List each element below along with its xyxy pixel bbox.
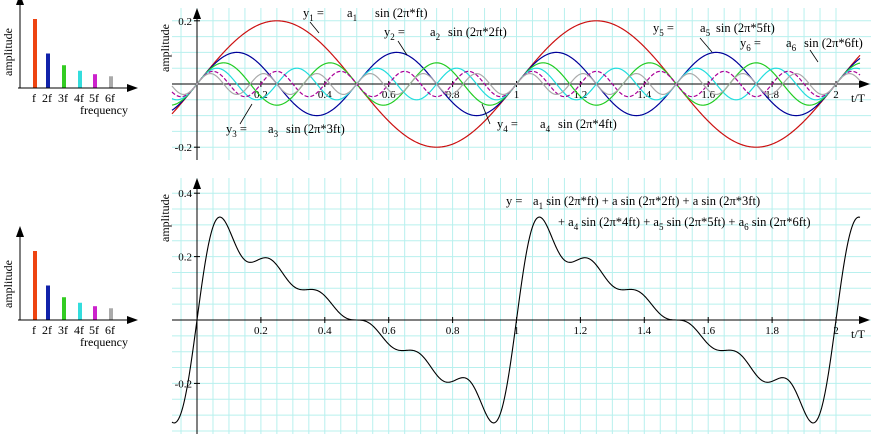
- harmonic-3-label-expr: sin (2π*3ft): [286, 122, 345, 136]
- sum-line-chart: 0.2 0.4 0.6 0.8 1 1.2 1.4 1.6 1.8 2 0.4 0.2 -0.2 t/T a…: [158, 178, 871, 434]
- spectrum-tick-6f: 6f: [105, 323, 115, 337]
- spectrum-bar-2f: [46, 285, 50, 320]
- spectrum-ylabel: amplitude: [1, 260, 15, 308]
- harmonic-6-label-a: a6: [786, 36, 797, 53]
- spectrum-x-arrow: [127, 316, 138, 324]
- top-chart-x-tick-label: 0.6: [382, 89, 396, 101]
- spectrum-bar-3f: [62, 297, 66, 320]
- top-chart-x-tick-label: 2: [833, 89, 839, 101]
- top-chart-ylabel: amplitude: [158, 24, 172, 72]
- spectrum-xlabel: frequency: [80, 103, 128, 117]
- spectrum-bar-6f: [109, 308, 113, 320]
- harmonic-1-label-y: y1 =: [303, 6, 324, 23]
- spectrum-bar-4f: [78, 302, 82, 320]
- spectrum-bar-2f: [46, 53, 50, 88]
- bottom-chart-x-tick-label: 0.6: [382, 325, 396, 337]
- top-chart-x-tick-label: 1.4: [637, 89, 651, 101]
- bottom-chart-ylabel: amplitude: [158, 194, 172, 242]
- harmonic-6-line: [171, 72, 861, 96]
- label-leader-line: [481, 103, 491, 125]
- bottom-chart-y-tick-label: -0.2: [175, 378, 192, 390]
- spectrum-tick-f: f: [32, 323, 36, 337]
- bottom-chart-y-tick-label: 0.4: [178, 188, 192, 200]
- label-leader-line: [397, 40, 408, 56]
- spectrum-tick-2f: 2f: [42, 323, 52, 337]
- harmonic-3-label-y: y3 =: [226, 122, 247, 139]
- top-chart-y-arrow: [193, 8, 201, 19]
- spectrum-tick-6f: 6f: [105, 91, 115, 105]
- harmonic-4-label-expr: sin (2π*4ft): [558, 117, 617, 131]
- spectrum-x-arrow: [127, 84, 138, 92]
- harmonic-2-label-y: y2 =: [384, 25, 405, 42]
- spectrum-tick-3f: 3f: [58, 323, 68, 337]
- spectrum-tick-4f: 4f: [74, 91, 84, 105]
- spectrum-tick-3f: 3f: [58, 91, 68, 105]
- spectrum-bar-f: [33, 19, 37, 88]
- bottom-chart-x-tick-label: 0.4: [318, 325, 332, 337]
- bottom-chart-x-tick-label: 0.8: [446, 325, 460, 337]
- harmonic-5-label-a: a5: [700, 21, 711, 38]
- sum-equation-line1: a1 sin (2π*ft) + a sin (2π*2ft) + a sin …: [533, 194, 760, 211]
- harmonic-5-label-y: y5 =: [653, 21, 674, 38]
- harmonic-6-label-expr: sin (2π*6ft): [804, 36, 863, 50]
- spectrum-tick-5f: 5f: [89, 323, 99, 337]
- bottom-chart-x-tick-label: 0.2: [254, 325, 268, 337]
- harmonic-4-label-y: y4 =: [497, 117, 518, 134]
- bottom-chart-x-arrow: [859, 316, 870, 324]
- bottom-chart-x-tick-label: 1.4: [637, 325, 651, 337]
- harmonic-6-label-y: y6 =: [740, 36, 761, 53]
- spectrum-ylabel: amplitude: [1, 28, 15, 76]
- spectrum-xlabel: frequency: [80, 335, 128, 349]
- harmonic-2-label-expr: sin (2π*2ft): [448, 25, 507, 39]
- top-chart-x-tick-label: 1.6: [701, 89, 715, 101]
- bottom-chart-x-tick-label: 2: [833, 325, 839, 337]
- harmonic-2-label-a: a2: [430, 25, 440, 42]
- harmonic-4-label-a: a4: [540, 117, 551, 134]
- spectrum-tick-4f: 4f: [74, 323, 84, 337]
- spectrum-tick-f: f: [32, 91, 36, 105]
- top-chart-y-tick-label: -0.2: [175, 142, 192, 154]
- grid: [172, 178, 871, 434]
- bottom-chart-x-tick-label: 1.8: [765, 325, 779, 337]
- bottom-chart-xlabel: t/T: [851, 327, 866, 341]
- top-chart-x-tick-label: 0.4: [318, 89, 332, 101]
- spectrum-y-arrow: [16, 226, 24, 237]
- top-chart-x-arrow: [859, 80, 870, 88]
- spectrum-tick-2f: 2f: [42, 91, 52, 105]
- bottom-chart-x-tick-label: 1: [514, 325, 520, 337]
- label-leader-line: [699, 37, 713, 53]
- label-leader-line: [809, 49, 819, 63]
- sum-equation-line2: + a4 sin (2π*4ft) + a5 sin (2π*5ft) + a6…: [558, 215, 811, 232]
- spectrum-tick-5f: 5f: [89, 91, 99, 105]
- bottom-chart-y-tick-label: 0.2: [178, 252, 192, 264]
- sum-line: [171, 216, 861, 424]
- harmonics-line-chart: 0.2 0.4 0.6 0.8 1 1.2 1.4 1.6 1.8 20.2-0.2t/Tampl…: [158, 6, 871, 160]
- sum-equation-lhs: y =: [506, 194, 522, 208]
- spectrum-bar-4f: [78, 70, 82, 88]
- harmonic-5-label-expr: sin (2π*5ft): [716, 21, 775, 35]
- top-chart-xlabel: t/T: [851, 91, 866, 105]
- bottom-chart-x-tick-label: 1.2: [574, 325, 588, 337]
- spectrum-bar-3f: [62, 65, 66, 88]
- spectrum-bar-6f: [109, 76, 113, 88]
- spectrum-bar-5f: [93, 74, 97, 88]
- spectrum-bar-5f: [93, 306, 97, 320]
- bottom-chart-x-tick-label: 1.6: [701, 325, 715, 337]
- spectrum-y-arrow: [16, 0, 24, 5]
- harmonic-3-label-a: a3: [268, 122, 279, 139]
- label-leader-line: [239, 103, 253, 125]
- harmonic-1-label-expr: sin (2π*ft): [375, 6, 427, 20]
- bottom-chart-y-arrow: [193, 178, 201, 189]
- top-chart-y-tick-label: 0.2: [178, 16, 192, 28]
- label-leader-line: [309, 21, 320, 34]
- spectrum-bar-f: [33, 251, 37, 320]
- top-chart-x-tick-label: 1: [514, 89, 520, 101]
- harmonic-1-label-a: a1: [347, 6, 357, 23]
